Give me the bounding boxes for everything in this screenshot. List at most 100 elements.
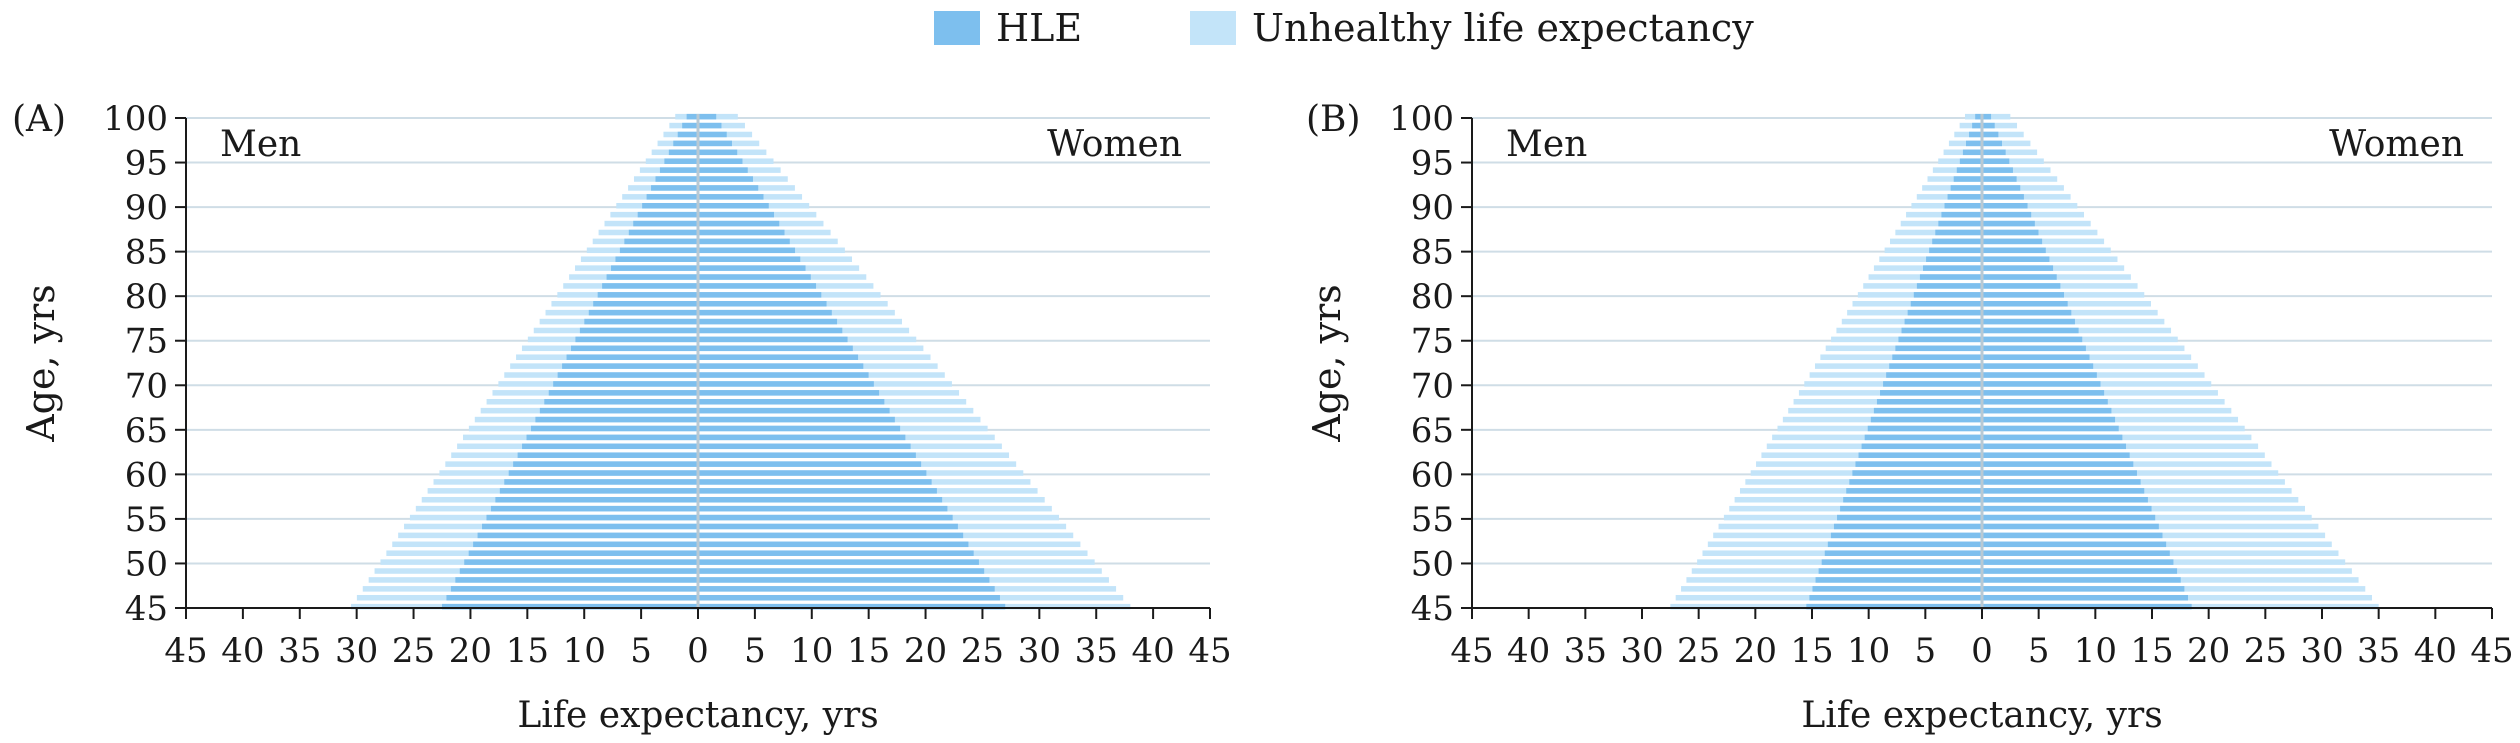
bar-women-hle bbox=[1982, 505, 2152, 512]
bar-women-hle bbox=[1982, 470, 2137, 476]
x-tick-label: 40 bbox=[2414, 631, 2457, 671]
y-axis-title: Age, yrs bbox=[19, 284, 63, 443]
bar-women-hle bbox=[698, 586, 995, 592]
bar-men-hle bbox=[624, 238, 698, 245]
bar-women-hle bbox=[1982, 594, 2189, 601]
bar-men-hle bbox=[664, 158, 698, 164]
bar-men-hle bbox=[459, 568, 698, 574]
x-tick-label: 40 bbox=[1507, 631, 1550, 671]
bar-men-hle bbox=[673, 140, 698, 147]
bar-women-hle bbox=[698, 131, 727, 138]
bar-women-unhealthy bbox=[698, 122, 745, 129]
bar-women-unhealthy bbox=[1982, 256, 2118, 262]
x-tick-label: 25 bbox=[1677, 631, 1720, 671]
bar-men-hle bbox=[504, 479, 698, 485]
legend-item-hle: HLE bbox=[934, 6, 1082, 50]
bar-men-hle bbox=[464, 559, 698, 565]
x-tick-label: 45 bbox=[164, 631, 207, 671]
bar-men-hle bbox=[1975, 113, 1982, 120]
x-tick-label: 25 bbox=[961, 631, 1004, 671]
bar-men-hle bbox=[1840, 505, 1982, 512]
bar-men-hle bbox=[633, 220, 698, 227]
bar-men-hle bbox=[597, 292, 698, 298]
bar-men-hle bbox=[682, 122, 698, 129]
legend: HLE Unhealthy life expectancy bbox=[0, 0, 2520, 56]
bar-women-hle bbox=[1982, 381, 2101, 387]
bar-women-hle bbox=[698, 594, 1000, 601]
bar-women-hle bbox=[1982, 300, 2068, 307]
bar-men-hle bbox=[499, 488, 698, 494]
bar-women-hle bbox=[698, 434, 906, 441]
bar-women-hle bbox=[1982, 603, 2192, 610]
bar-women-hle bbox=[1982, 327, 2079, 334]
bar-women-hle bbox=[698, 194, 764, 200]
x-tick-label: 20 bbox=[904, 631, 947, 671]
bar-women-hle bbox=[698, 390, 880, 396]
bar-women-unhealthy bbox=[1982, 194, 2071, 200]
legend-label-hle: HLE bbox=[996, 6, 1083, 50]
x-tick-label: 30 bbox=[2300, 631, 2343, 671]
bar-men-hle bbox=[1904, 318, 1982, 325]
bar-women-unhealthy bbox=[1982, 247, 2111, 254]
bar-women-hle bbox=[698, 167, 748, 173]
bar-men-hle bbox=[593, 300, 698, 307]
y-tick-label: 90 bbox=[125, 188, 168, 228]
bar-men-hle bbox=[562, 363, 698, 369]
y-axis-title: Age, yrs bbox=[1305, 284, 1349, 443]
bar-women-hle bbox=[1982, 211, 2032, 218]
bar-women-hle bbox=[1982, 140, 2003, 147]
bar-women-unhealthy bbox=[1982, 176, 2058, 182]
bar-women-hle bbox=[1982, 113, 1992, 120]
bar-women-hle bbox=[698, 363, 864, 369]
bar-women-unhealthy bbox=[1982, 113, 2011, 120]
bar-men-hle bbox=[1932, 238, 1982, 245]
bar-women-hle bbox=[698, 461, 922, 467]
bar-women-hle bbox=[1982, 283, 2061, 289]
bar-women-hle bbox=[698, 202, 769, 209]
bar-women-unhealthy bbox=[1982, 167, 2051, 173]
bar-women-hle bbox=[1982, 149, 2006, 156]
bar-men-hle bbox=[1944, 202, 1982, 209]
bar-women-hle bbox=[1982, 345, 2086, 352]
bar-women-hle bbox=[698, 336, 848, 343]
bar-men-hle bbox=[646, 194, 698, 200]
bar-men-hle bbox=[442, 603, 698, 610]
x-tick-label: 20 bbox=[2187, 631, 2230, 671]
bar-men-hle bbox=[1861, 443, 1982, 450]
bar-women-hle bbox=[698, 550, 974, 556]
bar-women-hle bbox=[1982, 372, 2097, 378]
bar-women-hle bbox=[1982, 416, 2116, 423]
bar-women-hle bbox=[698, 372, 869, 378]
bar-women-hle bbox=[698, 274, 811, 280]
x-tick-label: 10 bbox=[1847, 631, 1890, 671]
bar-men-hle bbox=[1833, 523, 1982, 530]
bar-women-hle bbox=[698, 479, 932, 485]
y-tick-label: 45 bbox=[1411, 589, 1454, 629]
legend-swatch-unhealthy bbox=[1190, 11, 1236, 45]
bar-women-hle bbox=[698, 318, 838, 325]
y-tick-label: 80 bbox=[1411, 277, 1454, 317]
x-tick-label: 0 bbox=[1971, 631, 1993, 671]
bar-men-hle bbox=[1867, 425, 1982, 432]
bar-men-hle bbox=[606, 274, 698, 280]
bar-women-hle bbox=[698, 229, 785, 236]
bar-men-hle bbox=[651, 185, 698, 191]
bar-men-hle bbox=[1926, 256, 1982, 262]
bar-women-hle bbox=[1982, 488, 2145, 494]
bar-men-hle bbox=[637, 211, 698, 218]
bar-women-hle bbox=[698, 122, 722, 129]
x-tick-label: 5 bbox=[744, 631, 766, 671]
panel-label: (A) bbox=[12, 99, 66, 140]
bar-women-hle bbox=[1982, 559, 2174, 565]
bar-men-unhealthy bbox=[1948, 140, 1982, 147]
bar-men-hle bbox=[548, 390, 698, 396]
bar-women-hle bbox=[1982, 407, 2112, 414]
bar-men-hle bbox=[677, 131, 698, 138]
bar-women-hle bbox=[698, 452, 916, 458]
bar-men-hle bbox=[1941, 211, 1982, 218]
bar-women-hle bbox=[698, 140, 732, 147]
women-label: Women bbox=[2329, 124, 2464, 165]
y-tick-label: 95 bbox=[125, 144, 168, 184]
y-tick-label: 65 bbox=[1411, 411, 1454, 451]
